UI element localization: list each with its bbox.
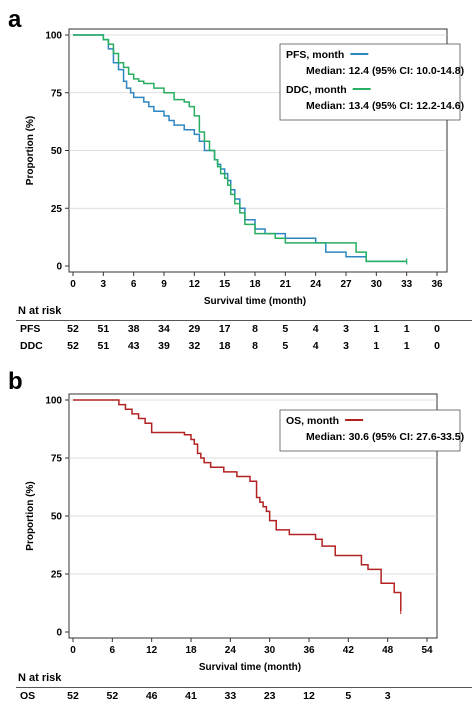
risk-a-cell: 52 [67, 340, 79, 352]
risk-a-cell: 43 [127, 340, 140, 352]
risk-b-cell: 52 [106, 690, 119, 702]
risk-a-cell: 51 [97, 340, 110, 352]
chart-a-series-line-2 [73, 34, 407, 263]
risk-a-cell: 32 [188, 340, 201, 352]
chart-a-y-tick-label: 25 [51, 204, 63, 215]
chart-b-series-line-1 [73, 399, 402, 612]
chart-b-x-tick-label: 36 [303, 645, 315, 656]
panel-b-label: b [8, 368, 23, 395]
chart-a-y-tick-label: 100 [45, 31, 62, 42]
chart-b-x-tick-label: 12 [146, 645, 158, 656]
chart-a-x-tick-label: 21 [280, 279, 292, 290]
risk-table-b-title: N at risk [18, 672, 62, 684]
chart-a-x-tick-label: 30 [371, 279, 383, 290]
chart-a-y-tick-label: 75 [51, 88, 63, 99]
chart-a-x-tick-label: 27 [340, 279, 352, 290]
chart-a-series-line-1 [73, 34, 407, 263]
chart-a-legend-entry-2: DDC, month [286, 84, 347, 96]
chart-a-x-tick-label: 6 [131, 279, 137, 290]
chart-b-legend-median-1: Median: 30.6 (95% CI: 27.6-33.5) [306, 431, 464, 443]
chart-a-x-tick-label: 12 [189, 279, 201, 290]
chart-a-legend-entry-1: PFS, month [286, 49, 344, 61]
chart-a-x-tick-label: 3 [101, 279, 107, 290]
chart-a-x-tick-label: 18 [249, 279, 261, 290]
risk-b-cell: 12 [303, 690, 315, 702]
chart-b-y-tick-label: 75 [51, 454, 63, 465]
chart-a-x-tick-label: 24 [310, 279, 322, 290]
chart-a-x-tick-label: 36 [431, 279, 443, 290]
risk-a-cell: 8 [252, 323, 258, 335]
chart-a-y-tick-label: 50 [51, 146, 63, 157]
risk-a-cell: 5 [282, 323, 289, 335]
risk-b-cell: 23 [263, 690, 276, 702]
risk-a-cell: 38 [127, 323, 140, 335]
risk-table-a: N at risk PFS 52 51 38 34 29 17 8 5 4 3 1 1 0 DDC 52 51 4… [0, 300, 474, 360]
chart-a-y-tick-label: 0 [56, 262, 62, 273]
chart-a-legend-box [279, 43, 461, 121]
chart-b-x-tick-label: 24 [225, 645, 237, 656]
risk-a-cell: 52 [67, 323, 79, 335]
chart-a-x-tick-label: 9 [161, 279, 167, 290]
risk-a-cell: 4 [312, 323, 319, 335]
risk-a-cell: 29 [188, 323, 201, 335]
chart-a-legend-median-2: Median: 13.4 (95% CI: 12.2-14.6) [306, 100, 464, 112]
risk-a-cell: 51 [97, 323, 110, 335]
risk-a-cell: 0 [434, 323, 440, 335]
risk-a-cell: 18 [218, 340, 231, 352]
chart-b-x-tick-label: 30 [264, 645, 276, 656]
chart-b-x-tick-label: 48 [382, 645, 394, 656]
chart-b-y-tick-label: 25 [51, 570, 63, 581]
risk-table-b: N at risk OS 52 52 46 41 33 23 12 5 3 [0, 668, 474, 714]
risk-table-a-title: N at risk [18, 305, 62, 317]
chart-a-x-axis-label: Survival time (month) [204, 296, 306, 307]
chart-b-legend-entry-1: OS, month [286, 415, 339, 427]
risk-a-cell: 4 [312, 340, 319, 352]
chart-b-legend-box [279, 409, 461, 452]
chart-b-x-tick-label: 6 [110, 645, 116, 656]
risk-table-b-divider [16, 687, 472, 688]
risk-b-cell: 3 [384, 690, 391, 702]
chart-b-y-tick-label: 0 [56, 628, 62, 639]
chart-a-legend-median-1: Median: 12.4 (95% CI: 10.0-14.8) [306, 65, 464, 77]
risk-a-cell: 3 [343, 340, 349, 352]
chart-b-x-tick-label: 0 [70, 645, 76, 656]
chart-a-y-axis-label: Proportion (%) [25, 116, 36, 185]
risk-b-cell: 33 [224, 690, 237, 702]
chart-a-x-tick-label: 15 [219, 279, 231, 290]
chart-b-x-axis-label: Survival time (month) [199, 662, 301, 673]
chart-b: 0 6 12 18 24 30 36 42 48 54 0 25 50 75 100 Survival tim… [25, 393, 464, 673]
panel-a-label: a [8, 6, 22, 33]
risk-b-row-label: OS [20, 690, 36, 702]
risk-b-cell: 46 [145, 690, 158, 702]
risk-a-cell: 3 [343, 323, 349, 335]
risk-b-cell: 5 [345, 690, 352, 702]
chart-b-y-tick-label: 50 [51, 512, 63, 523]
chart-a-x-tick-label: 0 [70, 279, 76, 290]
chart-b-x-tick-label: 18 [185, 645, 197, 656]
risk-a-cell: 39 [158, 340, 170, 352]
risk-a-cell: 5 [282, 340, 289, 352]
chart-b-y-tick-label: 100 [45, 396, 62, 407]
risk-a-cell: 1 [403, 323, 410, 335]
risk-b-cell: 52 [67, 690, 79, 702]
chart-b-y-axis-label: Proportion (%) [25, 481, 36, 550]
risk-a-cell: 1 [373, 323, 380, 335]
risk-b-cell: 41 [185, 690, 197, 702]
risk-a-cell: 8 [252, 340, 258, 352]
chart-b-x-tick-label: 54 [421, 645, 433, 656]
risk-a-cell: 1 [403, 340, 410, 352]
risk-a-row-label: DDC [20, 340, 43, 352]
risk-a-cell: 1 [373, 340, 380, 352]
risk-a-cell: 17 [218, 323, 231, 335]
risk-a-cell: 34 [158, 323, 170, 335]
chart-b-x-tick-label: 42 [343, 645, 355, 656]
risk-a-row-label: PFS [20, 323, 41, 335]
chart-a-x-tick-label: 33 [401, 279, 413, 290]
risk-table-a-divider [16, 320, 472, 321]
chart-a: 0 3 6 9 12 15 18 21 24 27 30 33 360255075100Survival… [25, 28, 464, 307]
risk-a-cell: 0 [434, 340, 440, 352]
